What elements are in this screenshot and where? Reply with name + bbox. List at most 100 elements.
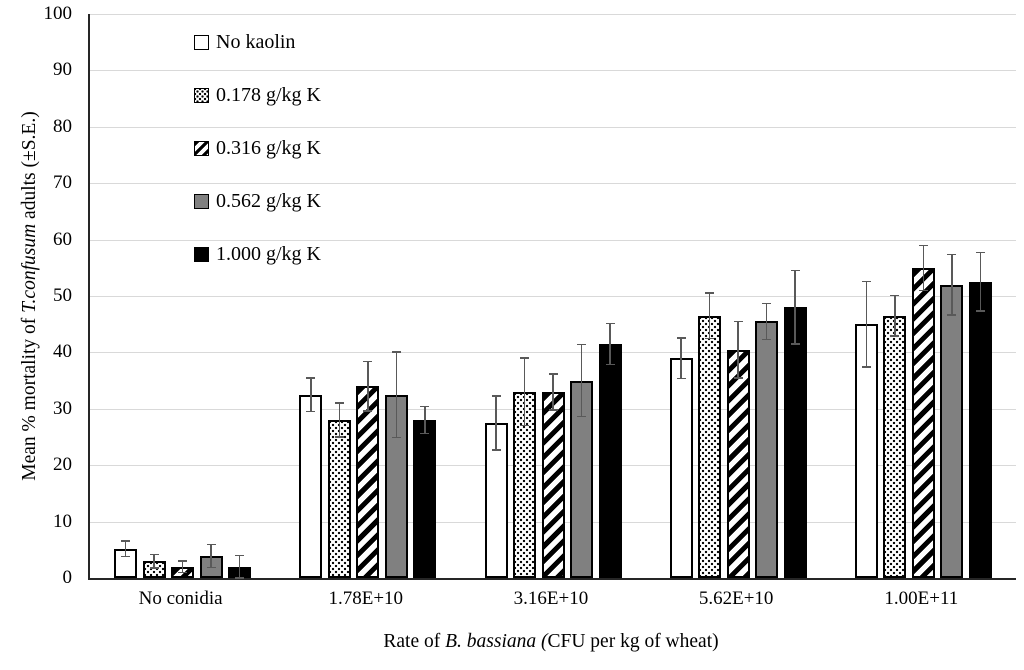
gridline [90,352,1016,354]
error-bar-cap [306,410,316,413]
legend-item: 0.316 g/kg K [194,122,321,175]
error-bar-cap [491,395,501,397]
error-bar [238,555,241,578]
error-bar-cap [548,373,558,375]
error-bar-cap [790,343,800,345]
error-bar-cap [676,377,686,380]
bar [669,358,693,578]
error-bar-cap [762,338,772,341]
error-bar [922,245,925,291]
y-tick-label: 50 [53,285,72,306]
y-tick-label: 80 [53,115,72,137]
error-bar-cap [178,571,188,574]
y-tick-label: 100 [43,3,73,24]
error-bar-cap [149,553,159,556]
axis-title-part: B. bassiana ( [445,631,548,652]
error-bar [395,351,398,438]
x-tick-label: 1.00E+11 [884,588,959,609]
error-bar [680,337,682,379]
bar [299,394,323,578]
gridline [90,183,1016,185]
bar [911,267,935,578]
bar [726,349,750,578]
error-bar-cap [676,337,686,339]
error-bar-cap [577,415,586,418]
legend-swatch-black-icon [194,247,209,262]
legend-swatch-gray-icon [194,194,209,209]
y-tick-label: 90 [53,59,72,81]
error-bar-cap [491,449,501,451]
error-bar-cap [705,292,715,294]
error-bar [124,540,127,557]
bar [783,307,807,578]
y-tick-label: 60 [53,228,72,250]
error-bar-cap [890,294,900,297]
error-bar [894,295,896,337]
error-bar [523,358,526,426]
error-bar [210,544,212,568]
gridline [90,126,1016,128]
error-bar [338,403,341,437]
x-tick-label: 5.62E+10 [698,588,774,609]
bar [356,386,380,578]
error-bar [367,361,369,412]
bar [698,315,722,578]
error-bar [552,373,554,410]
legend-label: 0.562 g/kg K [216,190,321,212]
axis-title-part: CFU per kg of wheat) [547,631,719,652]
error-bar [310,377,312,412]
legend-item: No kaolin [194,16,321,69]
gridline [90,70,1016,72]
error-bar-cap [520,357,529,359]
bar [413,420,437,578]
bar [142,561,166,578]
error-bar-cap [121,555,131,558]
legend-item: 0.562 g/kg K [194,175,321,228]
y-tick-label: 70 [53,172,72,194]
gridline [90,14,1016,15]
x-tick-label: 1.78E+10 [328,588,404,609]
error-bar-cap [420,405,430,408]
legend-item: 0.178 g/kg K [194,69,321,122]
legend-swatch-dots-icon [194,88,209,103]
error-bar [495,395,497,450]
y-tick-label: 20 [53,454,72,476]
error-bar-cap [733,377,743,379]
error-bar-cap [363,410,373,412]
gridline [90,239,1016,241]
error-bar [765,303,768,340]
error-bar [708,293,711,339]
legend-label: 0.316 g/kg K [216,137,321,159]
axis-title-part: Rate of [383,631,446,652]
error-bar [609,323,611,365]
error-bar [794,270,796,344]
error-bar-cap [391,436,401,439]
y-axis-ticks: 0 10 20 30 40 50 60 70 80 90 100 [0,3,80,588]
error-bar-cap [121,540,131,542]
error-bar-cap [705,337,715,340]
error-bar-cap [975,251,985,254]
bar [883,315,907,578]
error-bar-cap [391,351,401,353]
error-bar [580,344,583,417]
error-bar-cap [947,314,957,316]
error-bar [181,561,184,573]
error-bar-cap [861,280,871,283]
y-tick-label: 0 [62,567,73,588]
error-bar [737,321,739,378]
legend-label: No kaolin [216,31,296,53]
error-bar-cap [918,244,928,246]
error-bar [424,406,426,434]
legend-label: 1.000 g/kg K [216,243,321,265]
bar [513,391,536,578]
error-bar-cap [947,253,957,256]
error-bar-cap [420,432,430,435]
error-bar-cap [334,436,344,438]
error-bar-cap [733,320,743,323]
error-bar-cap [762,302,772,305]
legend-label: 0.178 g/kg K [216,84,321,106]
bar [541,391,565,578]
bar [940,284,964,578]
error-bar-cap [235,554,245,557]
